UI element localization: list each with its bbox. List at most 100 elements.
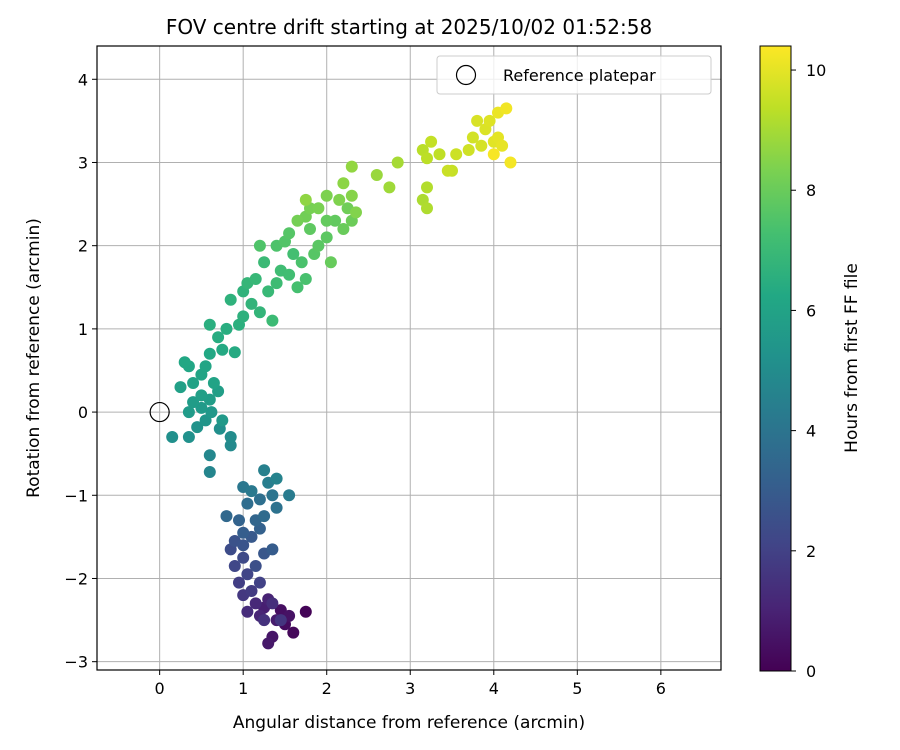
data-point <box>203 449 216 462</box>
data-point <box>337 223 350 235</box>
legend: Reference platepar <box>436 55 712 95</box>
data-point <box>299 273 312 285</box>
data-points <box>166 102 517 650</box>
y-tick-label: 0 <box>78 403 88 422</box>
data-point <box>291 281 304 294</box>
y-tick-label: 4 <box>78 70 88 89</box>
reference-platepar-marker <box>149 401 170 423</box>
data-point <box>433 148 446 161</box>
data-point <box>182 406 195 419</box>
data-point <box>421 202 433 215</box>
data-point <box>203 347 216 360</box>
data-point <box>350 206 362 219</box>
data-point <box>471 114 484 127</box>
data-point <box>224 293 237 306</box>
data-point <box>475 139 488 152</box>
data-point <box>487 148 500 161</box>
data-point <box>253 239 266 252</box>
data-point <box>270 501 283 514</box>
chart-title: FOV centre drift starting at 2025/10/02 … <box>166 15 652 39</box>
y-tick-label: 3 <box>78 153 88 172</box>
data-point <box>421 152 433 165</box>
data-point <box>483 114 496 127</box>
data-point <box>312 202 325 215</box>
data-point <box>391 156 404 169</box>
data-point <box>304 223 316 235</box>
data-point <box>450 148 463 161</box>
data-point <box>195 389 208 402</box>
data-point <box>249 560 262 572</box>
x-tick-label: 3 <box>405 679 415 698</box>
data-point <box>220 510 233 523</box>
data-point <box>466 131 479 144</box>
data-point <box>233 576 245 589</box>
data-point <box>207 377 220 389</box>
data-point <box>345 160 358 173</box>
data-point <box>178 356 191 369</box>
y-tick-label: −1 <box>64 486 88 505</box>
colorbar-tick-label: 4 <box>806 422 816 441</box>
data-point <box>245 297 258 310</box>
data-point <box>203 466 216 478</box>
data-point <box>266 314 279 327</box>
colorbar-tick-label: 0 <box>806 662 816 681</box>
data-point <box>312 239 325 252</box>
data-point <box>237 551 250 564</box>
data-point <box>237 526 250 539</box>
data-point <box>262 285 275 298</box>
data-point <box>500 102 513 115</box>
data-point <box>333 193 346 206</box>
reference-marker-group <box>149 401 170 423</box>
data-point <box>253 306 266 319</box>
data-point <box>320 189 333 202</box>
data-point <box>287 248 300 260</box>
data-point <box>266 597 279 610</box>
data-point <box>258 510 271 523</box>
data-point <box>266 543 279 556</box>
data-point <box>245 585 258 597</box>
data-point <box>299 193 312 206</box>
data-point <box>241 605 254 618</box>
data-point <box>329 214 342 227</box>
data-point <box>320 214 333 227</box>
colorbar-tick-label: 2 <box>806 542 816 561</box>
data-point <box>270 472 283 485</box>
data-point <box>345 189 358 202</box>
data-point <box>245 485 258 498</box>
data-point <box>258 464 271 477</box>
plot-frame <box>96 45 722 671</box>
colorbar-tick-label: 10 <box>806 61 826 80</box>
y-axis-label: Rotation from reference (arcmin) <box>24 218 44 498</box>
colorbar: 0 2 4 6 8 10 Hours from first FF file <box>759 45 862 681</box>
data-point <box>274 614 287 627</box>
data-point <box>182 431 195 443</box>
data-point <box>199 360 212 373</box>
data-point <box>237 539 250 552</box>
data-point <box>295 256 308 269</box>
x-axis-label: Angular distance from reference (arcmin) <box>233 713 585 733</box>
data-point <box>291 214 304 227</box>
x-tick-label: 0 <box>155 679 165 698</box>
data-point <box>425 135 438 148</box>
data-point <box>462 144 475 156</box>
colorbar-label: Hours from first FF file <box>842 263 862 453</box>
y-tick-label: −2 <box>64 569 88 588</box>
data-point <box>220 322 233 335</box>
data-point <box>253 576 266 589</box>
data-point <box>237 310 250 323</box>
data-point <box>249 273 262 285</box>
data-point <box>233 514 245 527</box>
grid <box>97 46 721 670</box>
data-point <box>299 605 312 618</box>
data-point <box>283 227 296 240</box>
data-point <box>421 181 433 194</box>
data-point <box>166 431 179 443</box>
x-tick-label: 1 <box>238 679 248 698</box>
data-point <box>253 493 266 506</box>
x-tick-label: 2 <box>322 679 332 698</box>
data-point <box>266 489 279 502</box>
data-point <box>187 377 200 389</box>
y-tick-label: 1 <box>78 320 88 339</box>
data-point <box>258 256 271 269</box>
